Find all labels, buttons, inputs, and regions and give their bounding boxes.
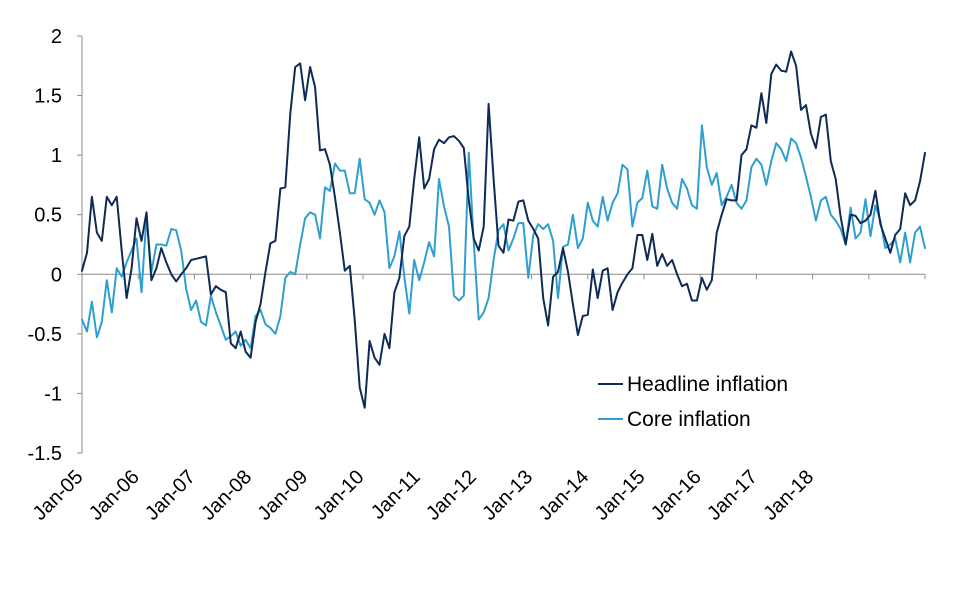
x-tick-label: Jan-12 — [422, 466, 481, 525]
x-tick-label: Jan-05 — [29, 466, 88, 525]
series-line-headline-inflation — [81, 50, 926, 409]
x-tick-label: Jan-14 — [535, 466, 594, 525]
legend-label: Core inflation — [627, 408, 751, 431]
x-tick-label: Jan-11 — [367, 466, 425, 524]
y-tick-label: -1.5 — [28, 443, 62, 465]
x-tick-label: Jan-09 — [254, 466, 313, 525]
y-axis: 2 1.5 1 0.5 0 -0.5 -1 -1.5 — [28, 26, 83, 465]
y-tick-label: -0.5 — [28, 324, 62, 346]
x-tick-label: Jan-18 — [759, 466, 818, 525]
x-tick-label: Jan-08 — [197, 466, 256, 525]
x-tick-label: Jan-17 — [703, 466, 762, 525]
y-tick-label: 1 — [51, 145, 62, 167]
x-tick-label: Jan-13 — [478, 466, 537, 525]
y-tick-label: -1 — [44, 383, 62, 405]
x-tick-label: Jan-10 — [310, 466, 369, 525]
series-layer — [81, 50, 926, 409]
legend: Headline inflation Core inflation — [598, 373, 788, 431]
legend-label: Headline inflation — [627, 373, 788, 396]
y-tick-label: 0 — [51, 264, 62, 286]
y-tick-label: 2 — [51, 26, 62, 48]
x-tick-label: Jan-06 — [85, 466, 144, 525]
x-axis: Jan-05Jan-06Jan-07Jan-08Jan-09Jan-10Jan-… — [29, 273, 926, 525]
x-tick-label: Jan-16 — [647, 466, 706, 525]
y-tick-label: 1.5 — [34, 86, 62, 108]
x-tick-label: Jan-15 — [591, 466, 650, 525]
x-tick-label: Jan-07 — [141, 466, 200, 525]
y-tick-label: 0.5 — [34, 205, 62, 227]
series-line-core-inflation — [81, 124, 926, 350]
